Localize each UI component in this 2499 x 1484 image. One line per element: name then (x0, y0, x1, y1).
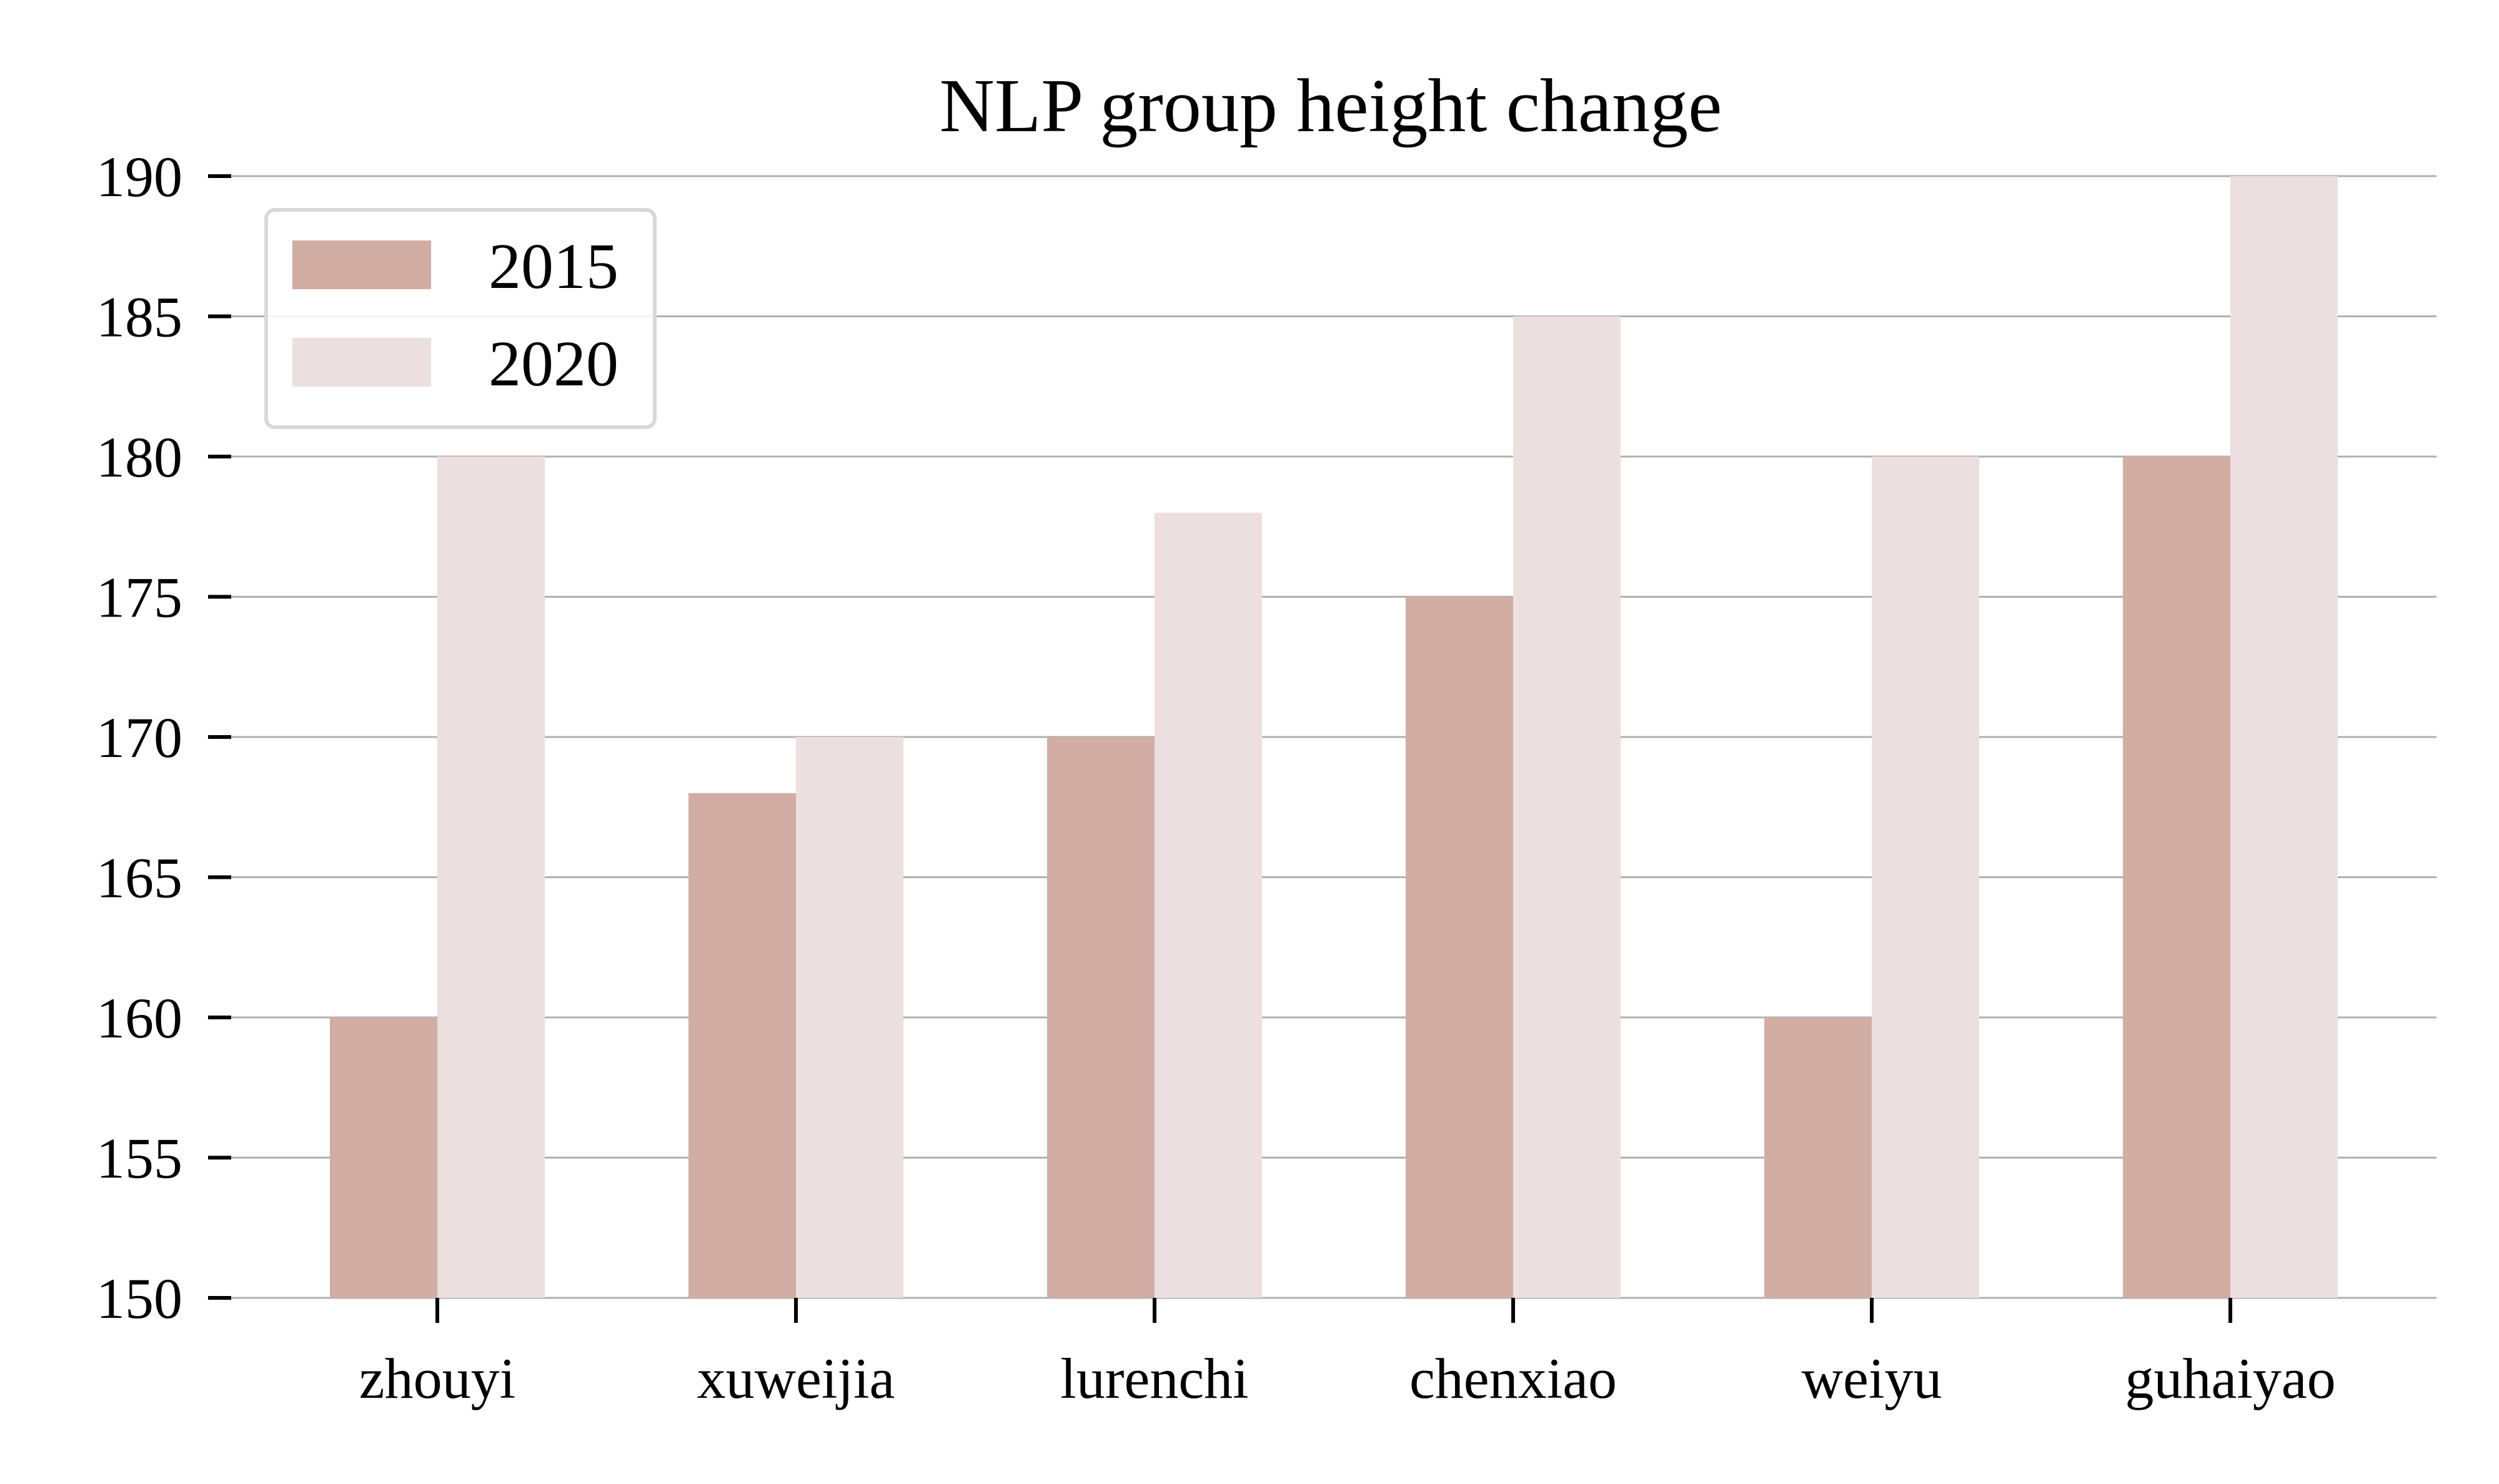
bar-lurenchi-2020 (1155, 512, 1262, 1298)
bar-weiyu-2015 (1764, 1017, 1872, 1298)
y-tick-label: 175 (96, 566, 182, 630)
y-tick-label: 160 (96, 986, 182, 1050)
x-axis: zhouyi xuweijia lurenchi chenxiao weiyu guhai… (359, 1298, 2336, 1410)
legend-swatch-2020 (292, 338, 431, 387)
legend-swatch-2015 (292, 240, 431, 289)
chart-title: NLP group height change (940, 64, 1722, 148)
x-tick-label: zhouyi (359, 1347, 515, 1410)
bar-zhouyi-2020 (437, 457, 545, 1298)
legend: 2015 2020 (264, 208, 657, 429)
gridlines (231, 175, 2437, 1299)
y-tick-label: 155 (96, 1127, 182, 1190)
legend-label: 2015 (489, 230, 619, 302)
y-tick-label: 150 (96, 1267, 182, 1330)
x-tick-label: chenxiao (1409, 1347, 1617, 1410)
bar-xuweijia-2015 (688, 793, 796, 1298)
y-tick-label: 180 (96, 425, 182, 489)
bar-chenxiao-2015 (1406, 596, 1513, 1298)
bar-chenxiao-2020 (1513, 316, 1621, 1298)
x-tick-label: xuweijia (697, 1347, 895, 1410)
y-tick-label: 185 (96, 285, 182, 349)
bar-zhouyi-2015 (330, 1017, 437, 1298)
bar-guhaiyao-2020 (2230, 176, 2338, 1298)
bar-weiyu-2020 (1872, 457, 1979, 1298)
bar-xuweijia-2020 (796, 737, 903, 1298)
y-tick-label: 190 (96, 145, 182, 209)
legend-label: 2020 (489, 328, 619, 400)
y-tick-label: 165 (96, 846, 182, 910)
y-axis: 150 155 160 165 170 175 180 185 190 (96, 145, 231, 1330)
x-tick-label: guhaiyao (2125, 1347, 2335, 1410)
x-tick-label: weiyu (1802, 1347, 1942, 1410)
bar-guhaiyao-2015 (2123, 457, 2230, 1298)
bar-lurenchi-2015 (1047, 737, 1155, 1298)
x-tick-label: lurenchi (1060, 1347, 1248, 1410)
y-tick-label: 170 (96, 706, 182, 769)
bars (330, 176, 2338, 1298)
